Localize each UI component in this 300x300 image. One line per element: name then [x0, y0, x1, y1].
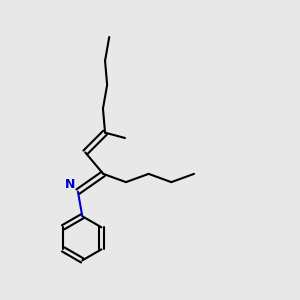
Text: N: N [64, 178, 75, 191]
